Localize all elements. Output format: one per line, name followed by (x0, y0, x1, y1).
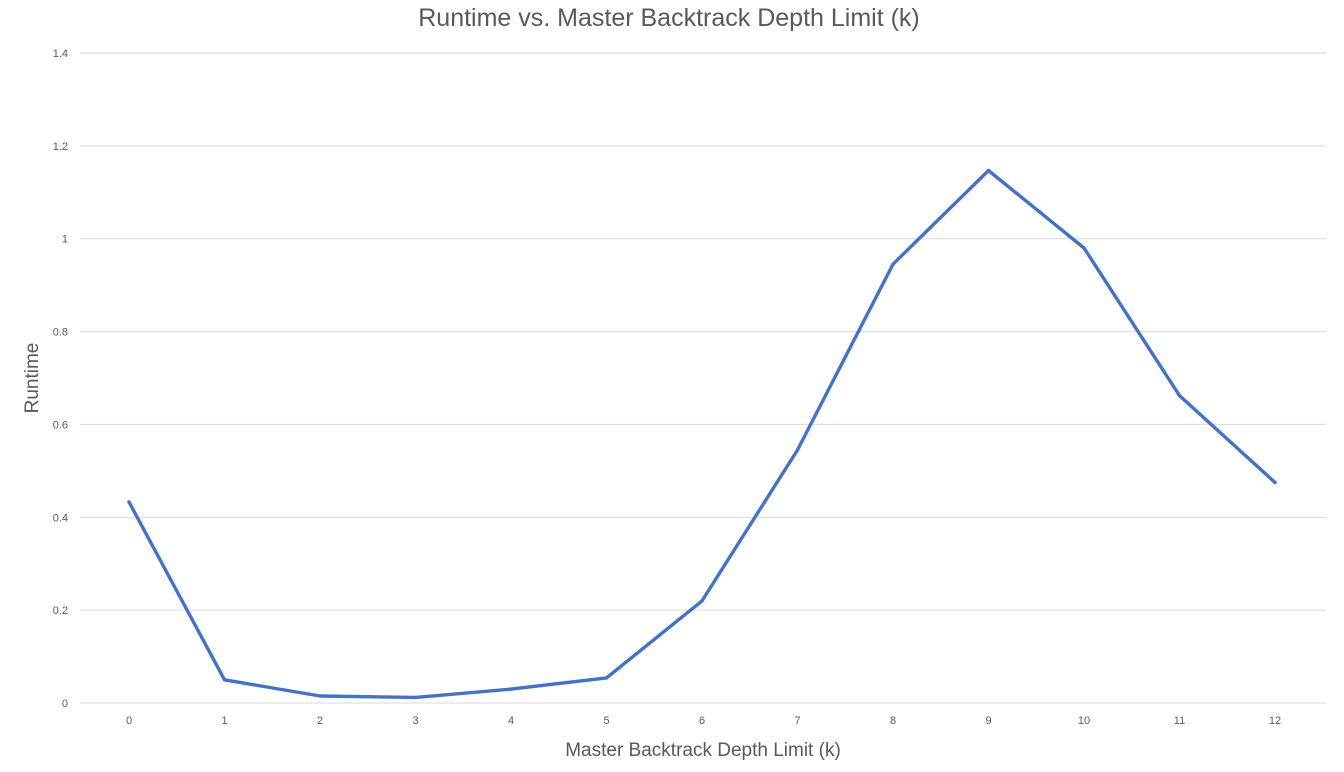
x-tick-label: 11 (1174, 715, 1185, 727)
x-tick-label: 5 (603, 715, 609, 727)
data-point (604, 676, 609, 680)
data-point (1082, 246, 1086, 250)
data-point (222, 678, 227, 682)
x-tick-label: 4 (508, 715, 514, 727)
chart-title: Runtime vs. Master Backtrack Depth Limit… (418, 4, 920, 32)
x-tick-label: 0 (126, 715, 132, 727)
data-point (986, 168, 991, 173)
y-tick-label: 0.2 (53, 605, 68, 617)
data-point (318, 694, 322, 698)
x-tick-label: 8 (890, 715, 896, 727)
x-axis-title: Master Backtrack Depth Limit (k) (565, 740, 841, 761)
x-tick-label: 6 (699, 715, 705, 727)
y-axis-ticks: 0 0.2 0.4 0.6 0.8 1 1.2 1.4 (53, 48, 68, 710)
data-point (509, 687, 513, 691)
data-point (413, 695, 418, 700)
x-tick-label: 3 (412, 715, 418, 727)
x-tick-label: 1 (221, 715, 227, 727)
data-point (1177, 393, 1182, 398)
x-tick-label: 7 (794, 715, 800, 727)
y-tick-label: 0.4 (53, 512, 68, 524)
y-tick-label: 0 (62, 698, 68, 710)
y-tick-label: 1.2 (53, 141, 68, 153)
data-point (795, 448, 800, 452)
y-tick-label: 1.4 (53, 48, 68, 60)
y-tick-label: 1 (62, 234, 68, 246)
x-tick-label: 2 (317, 715, 323, 727)
data-point (127, 500, 131, 504)
x-axis-ticks: 0 1 2 3 4 5 6 7 8 9 10 11 12 (126, 715, 1281, 727)
series-line (127, 168, 1277, 700)
data-point (891, 262, 895, 266)
data-point (1273, 480, 1277, 485)
y-axis-title: Runtime (22, 343, 43, 414)
x-tick-label: 9 (985, 715, 991, 727)
gridlines (80, 52, 1326, 704)
data-point (700, 599, 704, 603)
x-tick-label: 10 (1078, 715, 1090, 727)
x-tick-label: 12 (1269, 715, 1281, 727)
y-tick-label: 0.8 (53, 327, 68, 339)
series-layer (127, 168, 1277, 700)
y-tick-label: 0.6 (53, 419, 68, 431)
